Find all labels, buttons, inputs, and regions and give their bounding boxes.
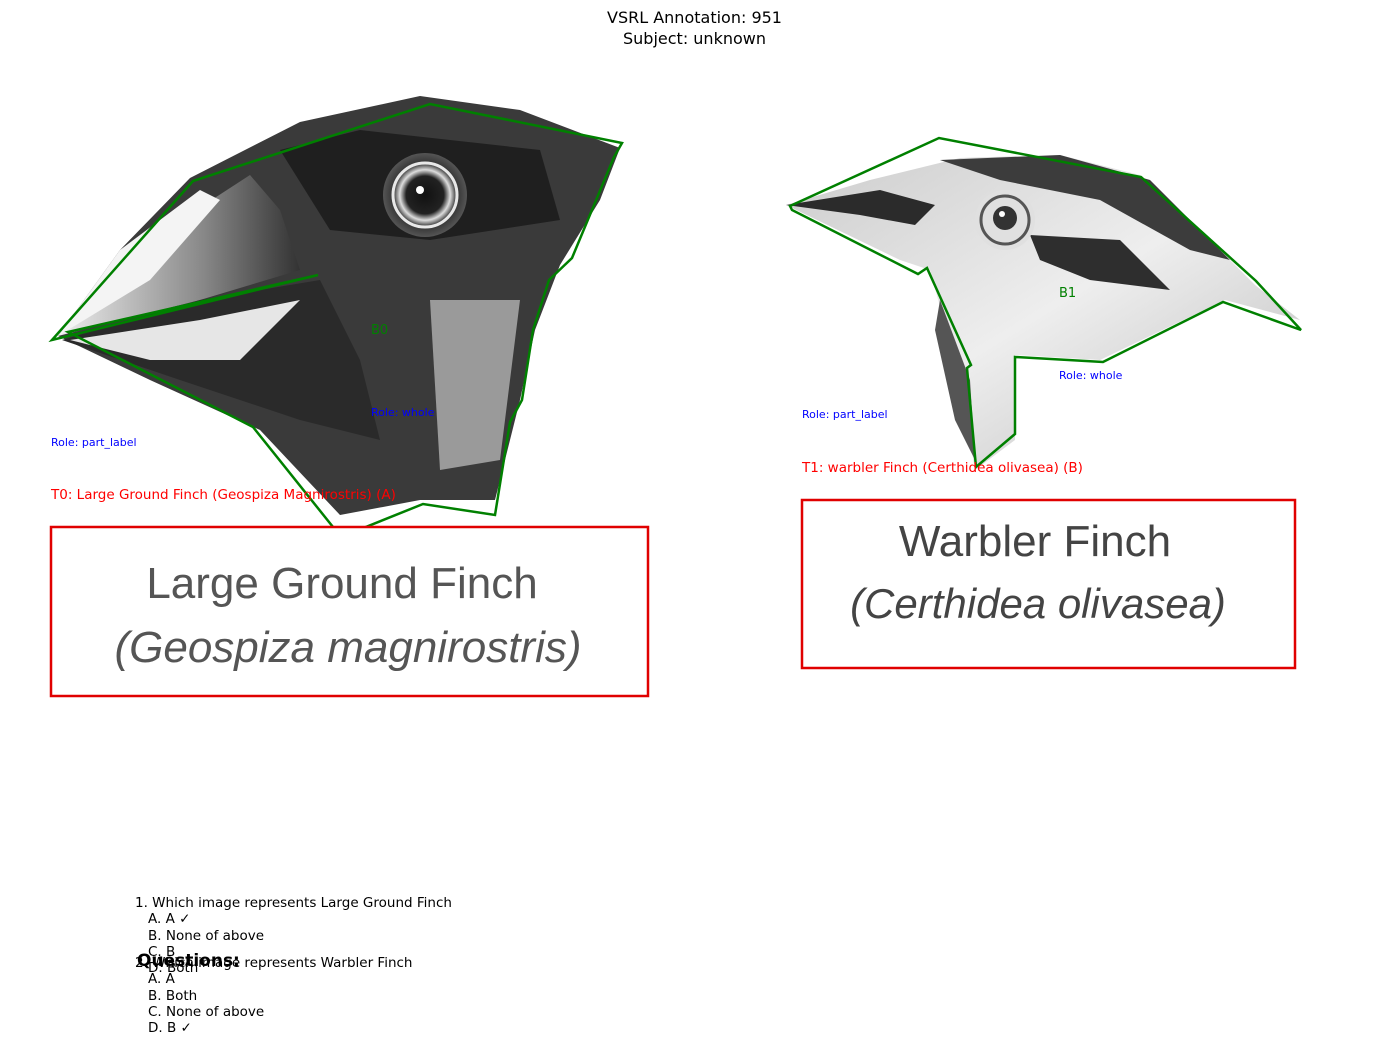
- question-2: 2. Which image represents Warbler Finch …: [135, 955, 412, 1036]
- answer-option: C. None of above: [148, 1003, 265, 1020]
- question-text: 1. Which image represents Large Ground F…: [135, 895, 452, 911]
- caption-a-species: (Geospiza magnirostris): [114, 623, 581, 672]
- region-outline-b1: [788, 136, 1302, 470]
- text-box-t1: [800, 498, 1297, 670]
- text-box-t0: [49, 525, 650, 698]
- caption-a-name: Large Ground Finch: [146, 559, 537, 608]
- finch-a-illustration: [58, 96, 620, 515]
- answer-option: D. B ✓: [148, 1020, 192, 1037]
- region-label-b0: B0: [371, 323, 388, 338]
- answer-option: D. Both: [148, 960, 199, 977]
- question-1: 1. Which image represents Large Ground F…: [135, 895, 452, 976]
- role-label-part-a: Role: part_label: [51, 436, 137, 449]
- answer-option: C. B: [148, 943, 176, 960]
- answer-option: B. Both: [148, 987, 198, 1004]
- role-label-whole-b: Role: whole: [1059, 369, 1123, 382]
- questions-heading: Questions:: [137, 951, 240, 971]
- annotation-id: VSRL Annotation: 951: [607, 8, 782, 27]
- caption-b-name: Warbler Finch: [899, 517, 1171, 566]
- finch-b-illustration: [786, 155, 1300, 470]
- caption-b-species: (Certhidea olivasea): [850, 580, 1226, 627]
- subject-line: Subject: unknown: [623, 29, 766, 48]
- role-label-part-b: Role: part_label: [802, 408, 888, 421]
- text-label-t0: T0: Large Ground Finch (Geospiza Magniro…: [50, 487, 396, 503]
- question-text: 2. Which image represents Warbler Finch: [135, 955, 413, 971]
- answer-option: A. A ✓: [148, 911, 191, 928]
- answer-option: B. None of above: [148, 927, 265, 944]
- figure-title: VSRL Annotation: 951 Subject: unknown: [0, 7, 1389, 49]
- role-label-whole-a: Role: whole: [371, 406, 435, 419]
- region-outline-b0: [48, 102, 624, 539]
- answer-option: A. A: [148, 971, 175, 988]
- text-label-t1: T1: warbler Finch (Certhidea olivasea) (…: [801, 460, 1083, 476]
- region-label-b1: B1: [1059, 286, 1076, 301]
